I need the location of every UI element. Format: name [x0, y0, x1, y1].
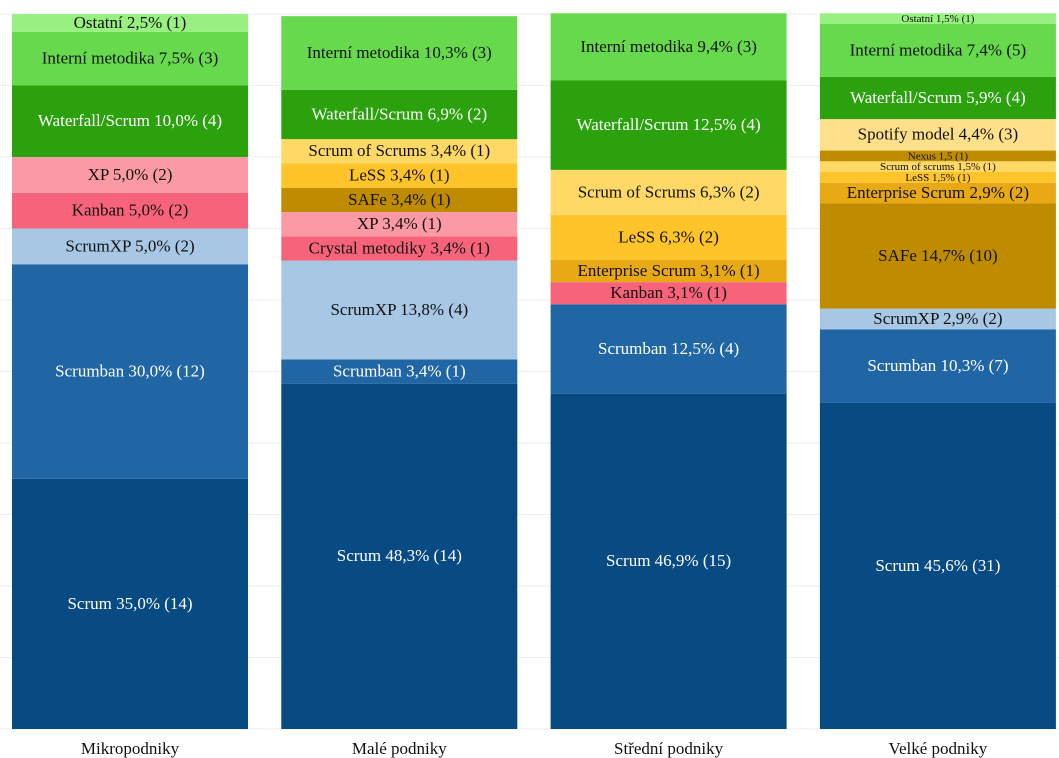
bar-segment	[12, 478, 248, 729]
bar-segment	[281, 187, 518, 213]
bar-segment	[550, 304, 787, 394]
bar-segment	[550, 13, 787, 81]
x-tick-label: Malé podniky	[352, 739, 447, 758]
bar-segment	[12, 14, 248, 32]
bar-segment	[550, 259, 787, 283]
data-label: Spotify model 4,4% (3)	[858, 125, 1019, 144]
data-label: LeSS 3,4% (1)	[349, 165, 450, 184]
data-label: Scrumban 10,3% (7)	[867, 356, 1008, 375]
bar-segment	[281, 16, 518, 90]
data-label: Scrumban 3,4% (1)	[333, 361, 466, 380]
bar-segment	[550, 214, 787, 260]
bar-segment	[12, 31, 248, 86]
bar-segment	[819, 308, 1056, 330]
bar-segment	[281, 89, 518, 140]
bar-segment	[819, 119, 1056, 151]
data-label: Nexus 1,5 (1)	[908, 150, 969, 162]
bar-segment	[281, 383, 518, 729]
data-label: Interní metodika 9,4% (3)	[580, 37, 757, 56]
bar-segment	[819, 150, 1056, 162]
data-label: ScrumXP 2,9% (2)	[873, 309, 1002, 328]
data-label: Scrum 46,9% (15)	[606, 551, 731, 570]
data-label: SAFe 14,7% (10)	[878, 246, 997, 265]
bar-segment	[819, 172, 1056, 183]
bar-segment	[12, 192, 248, 229]
data-label: Interní metodika 7,4% (5)	[850, 40, 1027, 59]
bar-segment	[819, 13, 1056, 25]
data-label: Interní metodika 7,5% (3)	[42, 49, 219, 68]
bar-segment	[550, 393, 787, 729]
bar-segment	[12, 228, 248, 265]
data-label: Scrum of Scrums 6,3% (2)	[578, 182, 760, 201]
data-label: ScrumXP 5,0% (2)	[65, 236, 194, 255]
data-label: Kanban 3,1% (1)	[610, 283, 727, 302]
bar-segment	[819, 161, 1056, 173]
data-label: LeSS 1,5% (1)	[905, 172, 970, 184]
data-label: LeSS 6,3% (2)	[618, 227, 719, 246]
bar-segment	[819, 329, 1056, 403]
data-label: Scrum 35,0% (14)	[67, 594, 192, 613]
x-tick-label: Mikropodniky	[81, 739, 180, 758]
data-label: XP 5,0% (2)	[88, 165, 173, 184]
bar-segment	[281, 163, 518, 188]
bar-segment	[819, 24, 1056, 77]
x-tick-label: Střední podniky	[614, 739, 724, 758]
bar-segment	[550, 169, 787, 215]
bar-segment	[819, 182, 1056, 204]
data-label: Scrum 48,3% (14)	[337, 546, 462, 565]
bar-segment	[281, 139, 518, 164]
bar-segment	[12, 157, 248, 193]
data-label: Scrum of Scrums 3,4% (1)	[308, 141, 490, 160]
data-label: Ostatní 1,5% (1)	[901, 13, 974, 25]
data-label: Waterfall/Scrum 10,0% (4)	[38, 111, 222, 130]
data-label: Ostatní 2,5% (1)	[74, 13, 187, 32]
bar-segment	[281, 236, 518, 261]
data-label: XP 3,4% (1)	[357, 214, 442, 233]
bar-segment	[819, 203, 1056, 309]
data-label: Scrum of scrums 1,5% (1)	[880, 161, 996, 173]
bar-segment	[550, 282, 787, 305]
data-label: Scrumban 12,5% (4)	[598, 339, 739, 358]
data-label: Kanban 5,0% (2)	[72, 201, 189, 220]
data-label: ScrumXP 13,8% (4)	[330, 300, 468, 319]
bar-segment	[12, 85, 248, 157]
data-label: Scrumban 30,0% (12)	[55, 361, 205, 380]
data-label: Enterprise Scrum 2,9% (2)	[847, 183, 1029, 202]
data-label: Waterfall/Scrum 12,5% (4)	[577, 115, 761, 134]
bar-segment	[281, 260, 518, 360]
data-label: Waterfall/Scrum 6,9% (2)	[311, 104, 487, 123]
bar-segment	[281, 212, 518, 237]
bar-segment	[819, 402, 1056, 729]
data-label: Interní metodika 10,3% (3)	[307, 43, 492, 62]
bar-segment	[550, 80, 787, 170]
bar-segment	[12, 264, 248, 479]
data-label: SAFe 3,4% (1)	[348, 190, 450, 209]
bar-segment	[281, 359, 518, 384]
data-label: Enterprise Scrum 3,1% (1)	[577, 261, 759, 280]
bar-segment	[819, 76, 1056, 120]
data-label: Crystal metodiky 3,4% (1)	[309, 238, 490, 257]
x-tick-label: Velké podniky	[889, 739, 988, 758]
data-label: Waterfall/Scrum 5,9% (4)	[850, 88, 1026, 107]
data-label: Scrum 45,6% (31)	[875, 556, 1000, 575]
